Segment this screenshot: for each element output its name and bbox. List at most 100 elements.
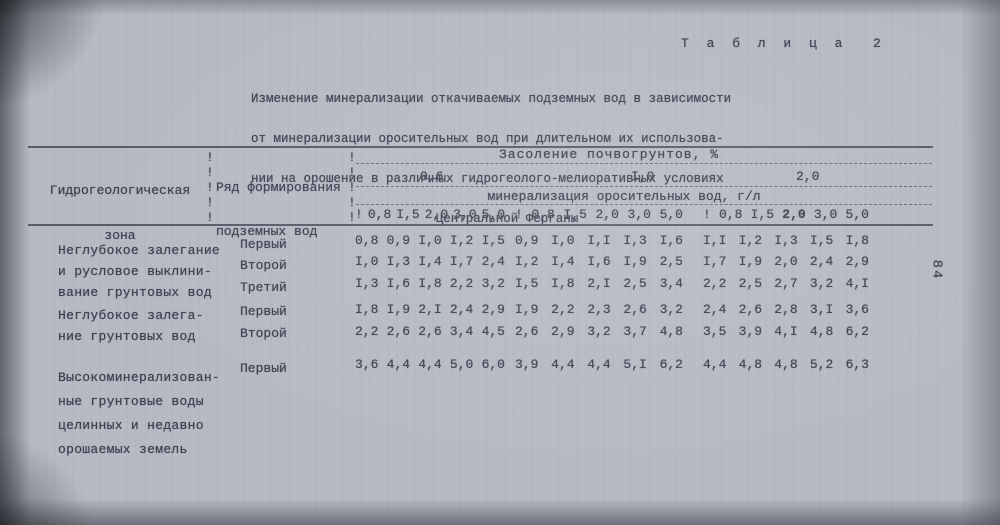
value-cell: 3,6 <box>845 302 869 317</box>
table-value-row: 3,6 4,4 4,4 5,0 6,0 3,9 4,4 4,4 5,I 6,2 4,4 4,8 4,8 5… <box>355 357 877 373</box>
zone-name: Высокоминерализован-ные грунтовые воды це… <box>58 366 220 462</box>
salinity-group-label: 2,0 <box>796 169 820 184</box>
value-cell: 3,9 <box>738 324 763 339</box>
value-cell: 3,4 <box>449 324 474 339</box>
value-cell: 4,8 <box>809 324 834 339</box>
value-group: 3,9 4,4 4,4 5,I 6,2 <box>515 357 683 372</box>
value-group: I,5 I,8 2,I 2,5 3,4 <box>515 276 683 291</box>
subcolumn-header-cell: 3,0 <box>453 207 477 222</box>
value-group: ! 0,8 I,5 2,0 3,0 5,0 <box>355 207 505 222</box>
value-group: I,9 2,2 2,3 2,6 3,2 <box>515 302 683 317</box>
value-cell: I,2 <box>449 233 474 248</box>
value-cell: I,4 <box>418 254 442 269</box>
value-cell: 2,2 <box>703 276 727 291</box>
subcolumn-header-cell: 5,0 <box>481 207 505 222</box>
subcolumn-header-cell: 5,0 <box>845 207 869 222</box>
value-cell: I,2 <box>738 233 763 248</box>
value-cell: 3,I <box>809 302 834 317</box>
value-cell: 4,I <box>774 324 798 339</box>
series-label: Первый <box>240 304 287 319</box>
table-value-row: 0,8 0,9 I,0 I,2 I,5 0,9 I,0 I,I I,3 I,6 I,I I,2 I,3 I… <box>355 233 877 249</box>
zone-name-line: ние грунтовых вод <box>58 329 196 344</box>
subcolumn-header-cell: 0,8 <box>367 207 392 222</box>
value-cell: I,I <box>587 233 611 248</box>
value-cell: 2,2 <box>449 276 474 291</box>
subcolumn-header-cell: I,5 <box>750 207 775 222</box>
value-cell: I,0 <box>418 233 442 248</box>
value-cell: 2,I <box>418 302 442 317</box>
subcolumn-header-cell: 5,0 <box>659 207 683 222</box>
value-cell: 0,9 <box>515 233 539 248</box>
value-cell: I,6 <box>386 276 411 291</box>
subcolumn-header-row: ! 0,8 I,5 2,0 3,0 5,0! 0,8 I,5 2,0 3,0 5,0! 0,8 I,5 2… <box>355 207 877 223</box>
subcolumn-header-cell: 0,8 <box>531 207 555 222</box>
column-separator-glyph: ! <box>703 207 711 222</box>
subcolumn-header-cell: 2,0 <box>595 207 619 222</box>
table-header-rule <box>28 224 933 226</box>
subcolumn-header-cell: I,5 <box>563 207 587 222</box>
value-group: ! 0,8 I,5 2,0 3,0 5,0 <box>515 207 683 222</box>
value-cell: 4,8 <box>774 357 798 372</box>
value-cell: 2,6 <box>738 302 763 317</box>
value-cell: I,9 <box>386 302 411 317</box>
table-value-row: I,8 I,9 2,I 2,4 2,9 I,9 2,2 2,3 2,6 3,2 2,4 2,6 2,8 3… <box>355 302 877 318</box>
header-irrigation-mineralization: минерализация оросительных вод, г/л <box>356 189 932 205</box>
table-value-row: I,3 I,6 I,8 2,2 3,2 I,5 I,8 2,I 2,5 3,4 2,2 2,5 2,7 3… <box>355 276 877 292</box>
page-number: 84 <box>928 259 945 281</box>
value-cell: 2,I <box>587 276 611 291</box>
value-cell: 2,2 <box>355 324 379 339</box>
column-separator-glyph: ! <box>355 207 363 222</box>
value-cell: I,3 <box>355 276 379 291</box>
salinity-group-label: I,0 <box>631 169 655 184</box>
value-cell: 2,0 <box>774 254 798 269</box>
value-cell: I,0 <box>551 233 575 248</box>
value-cell: I,9 <box>515 302 539 317</box>
value-cell: 2,3 <box>587 302 611 317</box>
subcolumn-header-cell: 3,0 <box>627 207 651 222</box>
value-cell: 2,6 <box>515 324 539 339</box>
value-group: I,7 I,9 2,0 2,4 2,9 <box>703 254 869 269</box>
value-group: ! 0,8 I,5 2,0 3,0 5,0 <box>703 207 869 222</box>
value-cell: I,3 <box>774 233 798 248</box>
column-separator-column: ! ! ! ! ! <box>206 150 214 225</box>
zone-name-line: Высокоминерализован- <box>58 370 221 385</box>
value-cell: I,4 <box>551 254 575 269</box>
value-cell: 2,4 <box>481 254 505 269</box>
series-label: Первый <box>240 237 287 252</box>
value-cell: I,3 <box>623 233 647 248</box>
value-cell: I,I <box>703 233 727 248</box>
value-group: I,8 I,9 2,I 2,4 2,9 <box>355 302 505 317</box>
title-line: Изменение минерализации откачиваемых под… <box>251 91 732 106</box>
value-cell: 4,4 <box>386 357 411 372</box>
header-soil-salinity: Засоление почвогрунтов, % <box>356 147 932 164</box>
value-cell: 4,8 <box>659 324 683 339</box>
salinity-group-label: 0,6 <box>420 169 444 184</box>
value-group: 2,6 2,9 3,2 3,7 4,8 <box>515 324 683 339</box>
value-group: 2,4 2,6 2,8 3,I 3,6 <box>703 302 869 317</box>
value-cell: 2,4 <box>703 302 727 317</box>
subcolumn-header-cell: I,5 <box>396 207 420 222</box>
value-cell: I,5 <box>515 276 539 291</box>
value-cell: 5,2 <box>809 357 834 372</box>
value-cell: 3,5 <box>703 324 727 339</box>
value-cell: I,8 <box>418 276 442 291</box>
value-cell: 3,2 <box>809 276 834 291</box>
subcolumn-header-cell: 0,8 <box>719 207 743 222</box>
value-cell: 3,2 <box>659 302 683 317</box>
value-cell: 2,5 <box>623 276 647 291</box>
table-value-row: 2,2 2,6 2,6 3,4 4,5 2,6 2,9 3,2 3,7 4,8 3,5 3,9 4,I 4… <box>355 324 877 340</box>
value-cell: I,7 <box>449 254 474 269</box>
value-cell: I,8 <box>551 276 575 291</box>
value-cell: 4,4 <box>703 357 727 372</box>
zone-name-line: Неглубокое залегание <box>58 243 221 258</box>
value-cell: 6,3 <box>845 357 869 372</box>
value-cell: I,9 <box>623 254 647 269</box>
value-cell: 3,9 <box>515 357 539 372</box>
zone-name-line: вание грунтовых вод <box>58 285 212 300</box>
value-group: I,0 I,3 I,4 I,7 2,4 <box>355 254 505 269</box>
value-cell: I,2 <box>515 254 539 269</box>
header-salinity-groups: 0,6 I,0 2,0 <box>356 167 932 187</box>
value-group: 2,2 2,6 2,6 3,4 4,5 <box>355 324 505 339</box>
value-cell: 2,6 <box>386 324 411 339</box>
value-cell: 4,4 <box>551 357 575 372</box>
